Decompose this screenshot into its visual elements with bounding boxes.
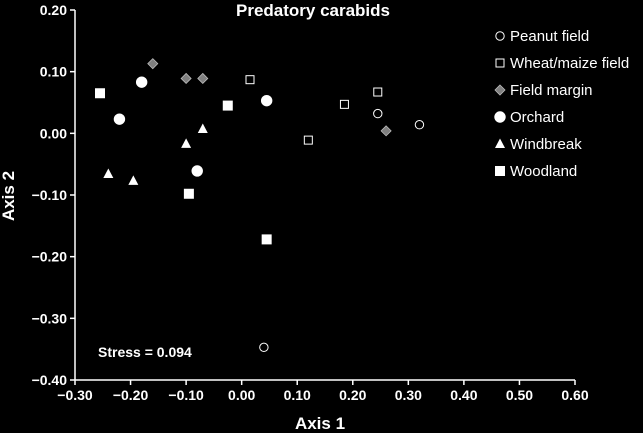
legend-label: Windbreak xyxy=(510,136,582,153)
x-tick-label: 0.10 xyxy=(284,387,311,403)
data-point xyxy=(222,100,233,111)
x-tick-label: 0.50 xyxy=(506,387,533,403)
y-axis-title: Axis 2 xyxy=(0,171,18,221)
legend-item: Woodland xyxy=(495,163,577,180)
y-tick-label: −0.30 xyxy=(32,310,68,326)
data-point xyxy=(339,99,349,109)
data-point xyxy=(147,58,159,70)
data-point xyxy=(180,72,192,85)
legend-marker xyxy=(495,31,505,41)
x-tick-label: 0.30 xyxy=(395,387,422,403)
legend-label: Field margin xyxy=(510,82,593,99)
data-point xyxy=(373,108,383,119)
data-point xyxy=(260,94,273,107)
y-tick-label: −0.10 xyxy=(32,187,68,203)
chart-title: Predatory carabids xyxy=(236,1,390,20)
x-tick-label: 0.00 xyxy=(228,387,255,403)
data-point xyxy=(95,88,105,99)
legend-item: Field margin xyxy=(494,82,593,99)
data-point xyxy=(303,135,313,145)
legend-item: Peanut field xyxy=(495,28,589,45)
y-tick-label: 0.20 xyxy=(40,2,67,18)
axes: −0.30 −0.20 −0.10 0.00 0.10 0.20 0.30 0.40 0.50 0… xyxy=(32,2,589,403)
x-tick-label: −0.30 xyxy=(57,387,93,403)
data-point xyxy=(414,120,425,130)
legend-item: Windbreak xyxy=(495,136,582,153)
legend-label: Wheat/maize field xyxy=(510,55,629,72)
x-tick-label: −0.20 xyxy=(113,387,149,403)
legend-marker xyxy=(495,166,505,176)
legend-item: Wheat/maize field xyxy=(495,55,629,72)
legend-marker xyxy=(495,58,505,68)
legend: Peanut field Wheat/maize field Field margi… xyxy=(494,28,629,180)
x-tick-label: 0.60 xyxy=(561,387,588,403)
data-point xyxy=(261,234,272,245)
x-axis-title: Axis 1 xyxy=(295,414,345,433)
data-points xyxy=(95,58,425,353)
data-point xyxy=(113,113,126,125)
legend-label: Peanut field xyxy=(510,28,589,45)
data-point xyxy=(373,87,383,97)
legend-label: Orchard xyxy=(510,109,564,126)
legend-marker xyxy=(495,138,505,148)
stress-annotation: Stress = 0.094 xyxy=(98,344,192,360)
legend-marker xyxy=(494,111,506,123)
legend-marker xyxy=(494,84,506,96)
data-point xyxy=(245,75,255,85)
data-point xyxy=(197,72,209,85)
x-tick-label: 0.40 xyxy=(450,387,477,403)
data-point xyxy=(181,138,192,148)
x-tick-label: −0.10 xyxy=(168,387,204,403)
y-tick-label: 0.00 xyxy=(40,125,67,141)
data-point xyxy=(259,342,269,353)
data-point xyxy=(103,168,114,179)
data-point xyxy=(191,165,203,177)
legend-label: Woodland xyxy=(510,163,577,180)
data-point xyxy=(197,123,208,134)
data-point xyxy=(183,188,194,199)
data-point xyxy=(128,175,139,185)
y-tick-label: 0.10 xyxy=(40,64,67,80)
y-tick-label: −0.20 xyxy=(32,249,68,265)
data-point xyxy=(380,125,392,137)
legend-item: Orchard xyxy=(494,109,564,126)
data-point xyxy=(135,76,148,88)
x-tick-label: 0.20 xyxy=(339,387,366,403)
y-tick-label: −0.40 xyxy=(32,372,68,388)
